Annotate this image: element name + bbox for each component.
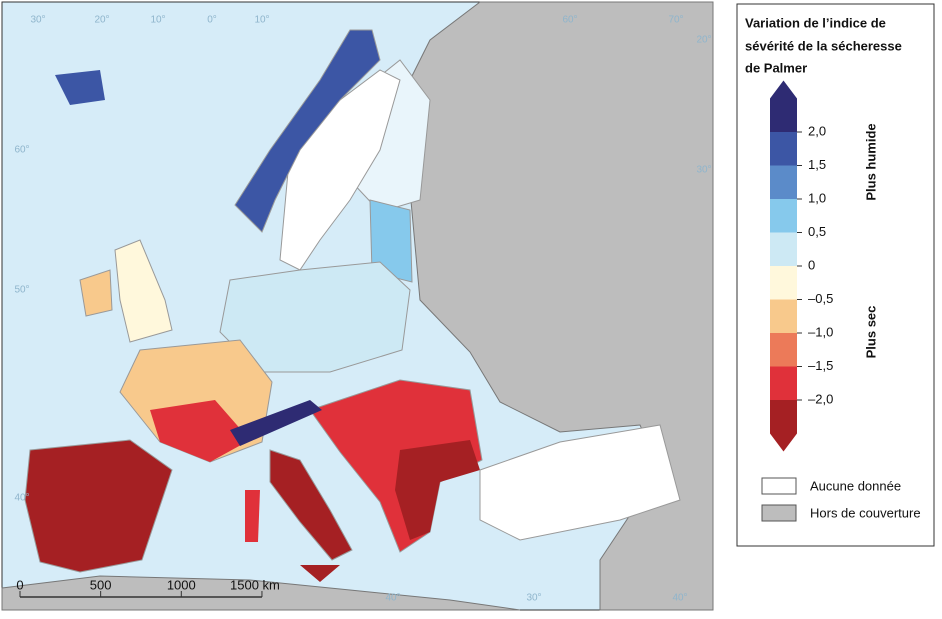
- colorbar-label: 0,5: [808, 224, 826, 239]
- colorbar-label: –0,5: [808, 291, 833, 306]
- colorbar-bin: [770, 132, 797, 166]
- scale-label: 0: [16, 577, 23, 592]
- colorbar-bin: [770, 266, 797, 300]
- graticule-label: 10°: [150, 15, 165, 26]
- colorbar-arrow-top: [770, 80, 797, 99]
- colorbar-label: 1,0: [808, 190, 826, 205]
- no-data-swatch: [761, 477, 797, 495]
- colorbar-arrow-bottom: [770, 433, 797, 452]
- graticule-label: 20°: [696, 35, 711, 46]
- colorbar-bin: [770, 165, 797, 199]
- scale-label: 1000: [167, 577, 196, 592]
- greece-bulgaria: [395, 440, 480, 540]
- colorbar-bin: [770, 232, 797, 266]
- north-africa: [1, 575, 521, 611]
- norway: [234, 29, 381, 233]
- colorbar: 2,0 1,5 1,0 0,5 0 –0,5 –1,0 –1,5 –2,0: [770, 80, 833, 452]
- drier-label: Plus sec: [863, 306, 878, 359]
- alps: [230, 400, 322, 446]
- turkey: [479, 424, 681, 541]
- graticule-label: 30°: [526, 593, 541, 604]
- graticule: 30° 20° 10° 0° 10° 60° 70° 60° 50° 40° 40° 30° 20° 30…: [14, 15, 711, 604]
- iceland: [55, 70, 105, 105]
- graticule-label: 50°: [14, 285, 29, 296]
- legend-title: Variation de l’indice de: [745, 15, 886, 30]
- colorbar-label: –2,0: [808, 391, 833, 406]
- colorbar-label: 1,5: [808, 157, 826, 172]
- colorbar-label: 0: [808, 257, 815, 272]
- legend-title: de Palmer: [745, 60, 807, 75]
- graticule-label: 30°: [30, 15, 45, 26]
- graticule-label: 0°: [207, 15, 217, 26]
- graticule-label: 10°: [254, 15, 269, 26]
- graticule-label: 40°: [672, 593, 687, 604]
- sweden: [279, 69, 401, 271]
- colorbar-bin: [770, 299, 797, 333]
- colorbar-bin: [770, 199, 797, 233]
- graticule-label: 70°: [668, 15, 683, 26]
- ireland: [79, 269, 113, 317]
- south-france: [150, 400, 250, 462]
- italy: [269, 449, 353, 561]
- baltics: [369, 199, 413, 283]
- colorbar-bin: [770, 366, 797, 400]
- graticule-label: 40°: [385, 593, 400, 604]
- wetter-label: Plus humide: [863, 123, 878, 200]
- colorbar-label: 2,0: [808, 123, 826, 138]
- colorbar-bin: [770, 333, 797, 367]
- no-data-label: Aucune donnée: [810, 478, 901, 493]
- graticule-label: 20°: [94, 15, 109, 26]
- graticule-label: 40°: [14, 493, 29, 504]
- sicily: [300, 565, 340, 582]
- sardinia: [245, 490, 260, 542]
- no-coverage-label: Hors de couverture: [810, 505, 921, 520]
- scale-label: 500: [90, 577, 112, 592]
- great-britain: [114, 239, 173, 343]
- legend-box: [736, 3, 935, 547]
- colorbar-bin: [770, 98, 797, 132]
- legend-title: sévérité de la sécheresse: [745, 38, 902, 53]
- scale-label: 1500 km: [230, 577, 280, 592]
- colorbar-bin: [770, 400, 797, 434]
- legend: Variation de l’indice de sévérité de la …: [736, 3, 935, 547]
- graticule-label: 60°: [562, 15, 577, 26]
- colorbar-label: –1,5: [808, 358, 833, 373]
- graticule-label: 60°: [14, 145, 29, 156]
- graticule-label: 30°: [696, 165, 711, 176]
- scale-bar: 0 500 1000 1500 km: [16, 577, 280, 598]
- colorbar-label: –1,0: [808, 324, 833, 339]
- map: 30° 20° 10° 0° 10° 60° 70° 60° 50° 40° 40° 30° 20° 30…: [1, 1, 714, 611]
- iberia: [24, 439, 173, 573]
- no-coverage-swatch: [761, 504, 797, 522]
